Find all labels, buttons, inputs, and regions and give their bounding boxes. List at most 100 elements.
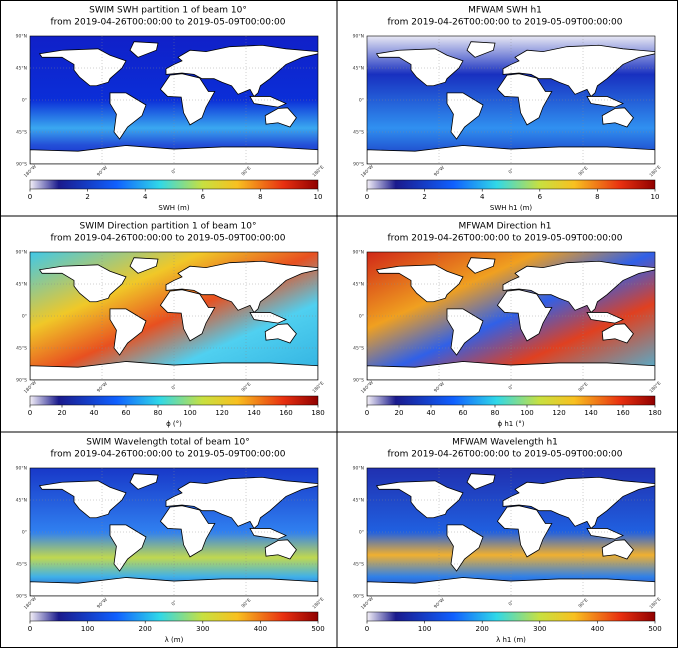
panel-title: SWIM SWH partition 1 of beam 10° [89,6,247,16]
lon-label: 90°E [240,165,252,177]
lat-label: 90°S [353,594,364,600]
lat-label: 90°N [16,34,27,40]
colorbar [366,395,656,406]
lat-label: 45°N [353,282,364,288]
colorbar-label: λ (m) [165,636,184,644]
lon-label: 90°W [96,380,109,393]
lat-label: 0° [22,98,27,104]
lat-label: 90°S [16,162,27,168]
lon-label: 180°E [311,380,325,394]
colorbar-tick-label: 160 [279,409,292,417]
colorbar [366,611,656,622]
colorbar [29,179,319,190]
colorbar-tick-label: 20 [395,409,404,417]
lon-label: 90°E [240,381,252,393]
lat-label: 90°N [353,250,364,256]
lon-label: 180°E [648,596,662,610]
colorbar-tick-label: 180 [311,409,324,417]
panel-title: SWIM Direction partition 1 of beam 10° [80,222,257,232]
lat-label: 0° [359,314,364,320]
colorbar-tick-label: 400 [591,625,604,633]
lat-label: 0° [359,98,364,104]
colorbar-tick-label: 400 [254,625,267,633]
lon-label: 90°E [577,165,589,177]
panel-subtitle: from 2019-04-26T00:00:00 to 2019-05-09T0… [50,234,285,244]
lat-label: 45°S [16,562,27,568]
lat-label: 45°N [16,498,27,504]
lat-label: 0° [359,530,364,536]
lat-label: 0° [22,530,27,536]
lat-label: 90°S [16,594,27,600]
lon-label: 90°W [96,164,109,177]
colorbar-tick-label: 200 [139,625,152,633]
colorbar-tick-label: 60 [459,409,468,417]
colorbar-tick-label: 100 [418,625,431,633]
colorbar-tick-label: 0 [28,409,32,417]
lat-label: 45°S [353,346,364,352]
colorbar-label: λ h1 (m) [496,636,526,644]
colorbar-tick-label: 140 [247,409,260,417]
colorbar-label: SWH (m) [158,204,189,212]
colorbar-tick-label: 300 [196,625,209,633]
colorbar-label: ϕ (°) [166,420,182,428]
colorbar [29,611,319,622]
lon-label: 0° [507,599,515,607]
lon-label: 0° [507,167,515,175]
lat-label: 45°S [16,130,27,136]
colorbar-tick-label: 10 [314,193,323,201]
lat-label: 90°S [353,378,364,384]
lat-label: 90°S [353,162,364,168]
panel-subtitle: from 2019-04-26T00:00:00 to 2019-05-09T0… [50,450,285,460]
colorbar-tick-label: 0 [365,625,369,633]
colorbar-label: SWH h1 (m) [490,204,533,212]
lon-label: 90°E [240,597,252,609]
colorbar-tick-label: 300 [533,625,546,633]
lat-label: 90°N [16,250,27,256]
lon-label: 0° [170,599,178,607]
colorbar-tick-label: 120 [552,409,565,417]
lon-label: 180°E [311,164,325,178]
colorbar-tick-label: 100 [183,409,196,417]
colorbar-tick-label: 200 [476,625,489,633]
colorbar-tick-label: 0 [28,193,32,201]
panel-title: SWIM Wavelength total of beam 10° [86,438,249,448]
lat-label: 45°N [16,66,27,72]
panel-title: MFWAM Wavelength h1 [452,438,558,448]
panel-subtitle: from 2019-04-26T00:00:00 to 2019-05-09T0… [50,18,285,28]
colorbar-tick-label: 80 [154,409,163,417]
lat-label: 45°S [353,562,364,568]
panel-title: MFWAM Direction h1 [458,222,551,232]
colorbar-tick-label: 180 [648,409,661,417]
lon-label: 180°E [648,380,662,394]
colorbar-tick-label: 80 [491,409,500,417]
panel-subtitle: from 2019-04-26T00:00:00 to 2019-05-09T0… [387,234,622,244]
colorbar-tick-label: 0 [365,193,369,201]
colorbar-tick-label: 20 [58,409,67,417]
lat-label: 90°S [16,378,27,384]
lon-label: 180°E [311,596,325,610]
colorbar-tick-label: 6 [538,193,543,201]
colorbar-tick-label: 100 [520,409,533,417]
colorbar-tick-label: 140 [584,409,597,417]
colorbar-tick-label: 6 [201,193,206,201]
lat-label: 0° [22,314,27,320]
colorbar-tick-label: 40 [90,409,99,417]
colorbar [366,179,656,190]
lat-label: 45°N [353,498,364,504]
lon-label: 90°E [577,597,589,609]
lat-label: 90°N [16,466,27,472]
colorbar-tick-label: 500 [648,625,661,633]
lon-label: 0° [170,167,178,175]
colorbar [29,395,319,406]
lon-label: 0° [507,383,515,391]
lon-label: 90°W [433,596,446,609]
lat-label: 90°N [353,34,364,40]
colorbar-tick-label: 4 [480,193,485,201]
lon-label: 90°E [577,381,589,393]
colorbar-tick-label: 120 [215,409,228,417]
panel-title: MFWAM SWH h1 [468,6,542,16]
lat-label: 45°N [16,282,27,288]
colorbar-tick-label: 0 [365,409,369,417]
lat-label: 90°N [353,466,364,472]
